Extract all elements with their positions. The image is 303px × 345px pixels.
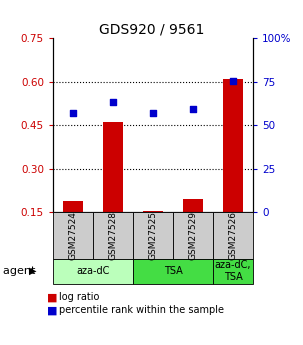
Point xyxy=(231,78,235,83)
Text: ▶: ▶ xyxy=(29,266,36,276)
Bar xyxy=(63,200,83,212)
Text: GSM27525: GSM27525 xyxy=(148,211,158,260)
Point xyxy=(111,100,115,105)
Bar xyxy=(103,122,123,212)
Text: GSM27529: GSM27529 xyxy=(188,211,198,260)
Point xyxy=(191,106,195,111)
Bar xyxy=(143,211,163,212)
Point xyxy=(151,110,155,116)
Text: GSM27524: GSM27524 xyxy=(68,211,78,260)
Text: GDS920 / 9561: GDS920 / 9561 xyxy=(99,22,204,37)
Text: TSA: TSA xyxy=(164,266,182,276)
Text: aza-dC: aza-dC xyxy=(76,266,110,276)
Bar xyxy=(223,79,243,212)
Text: ■: ■ xyxy=(47,293,58,302)
Text: percentile rank within the sample: percentile rank within the sample xyxy=(59,305,224,315)
Text: aza-dC,
TSA: aza-dC, TSA xyxy=(215,260,251,282)
Text: log ratio: log ratio xyxy=(59,293,99,302)
Point xyxy=(71,110,75,116)
Text: agent: agent xyxy=(3,266,39,276)
Text: ■: ■ xyxy=(47,305,58,315)
Text: GSM27528: GSM27528 xyxy=(108,211,118,260)
Bar xyxy=(183,199,203,212)
Text: GSM27526: GSM27526 xyxy=(228,211,238,260)
